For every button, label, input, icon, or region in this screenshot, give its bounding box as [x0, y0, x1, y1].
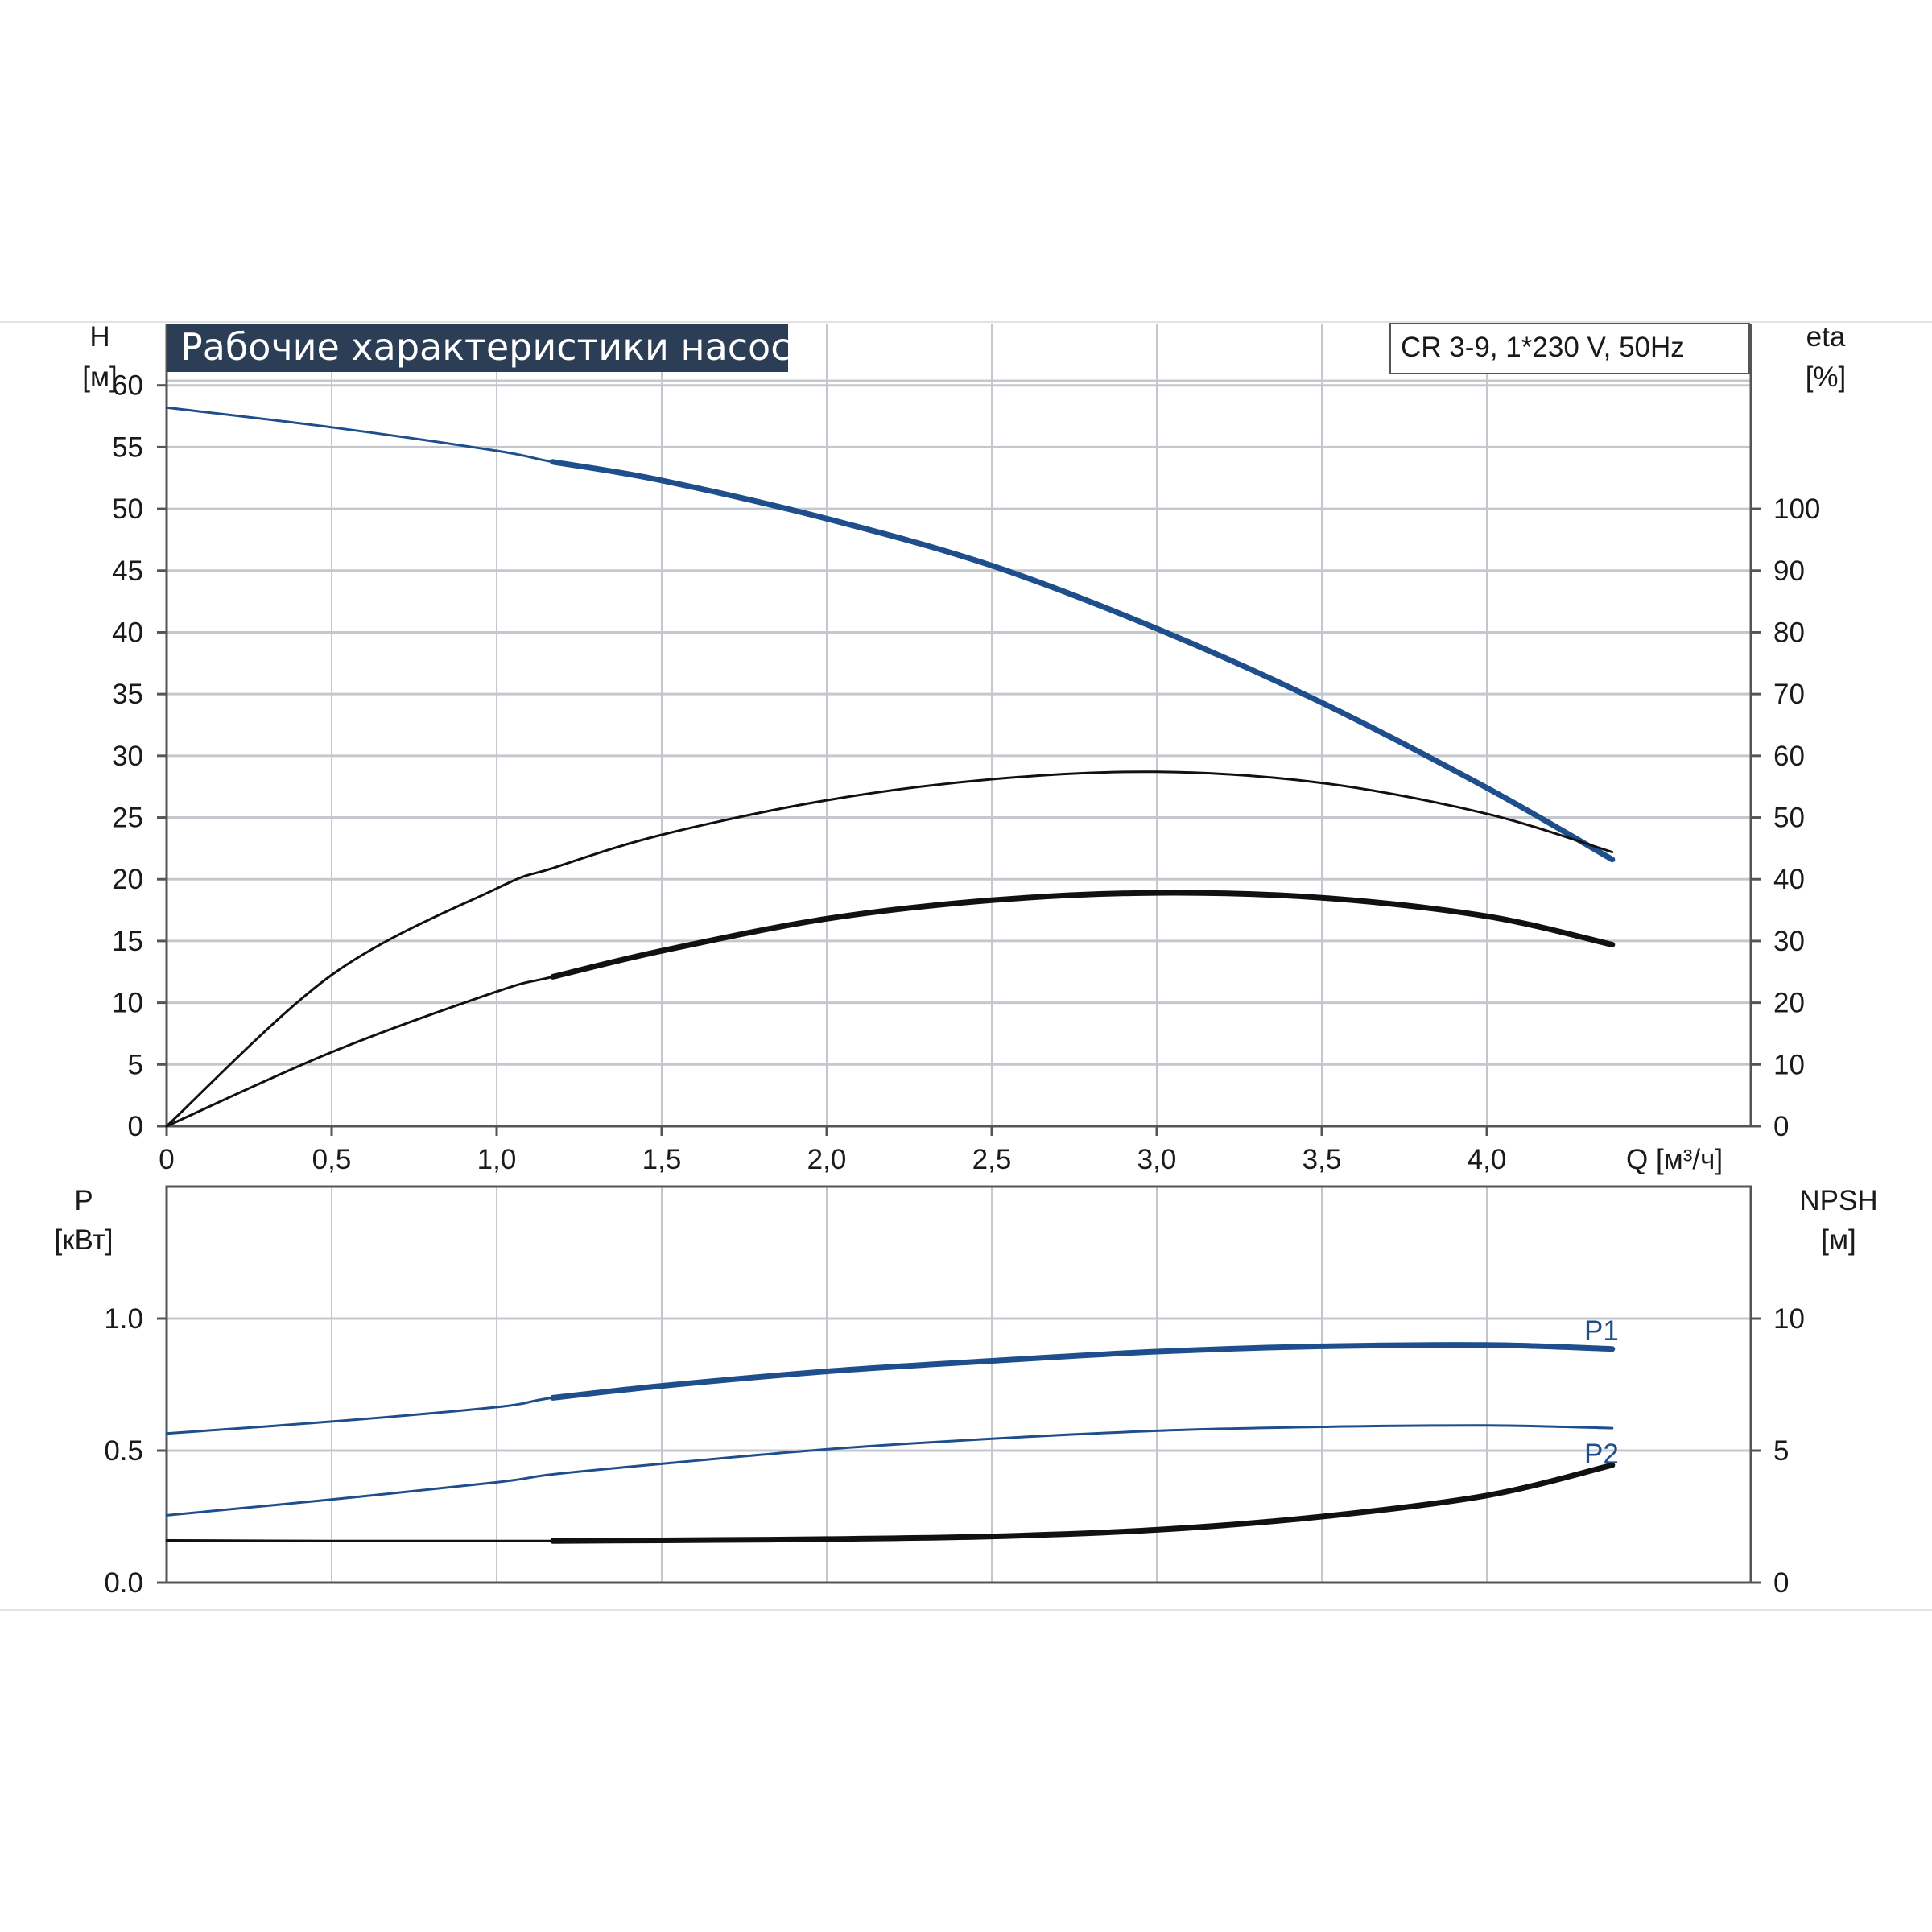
x-tick-label: 0,5 — [312, 1144, 352, 1175]
top-left-tick-label: 45 — [112, 555, 143, 587]
top-left-tick-label: 20 — [112, 864, 143, 895]
top-left-tick-label: 60 — [112, 370, 143, 402]
top-left-axis-unit: [м] — [82, 361, 118, 393]
top-plot-grid — [157, 324, 1761, 1136]
bottom-right-axis-label: NPSH — [1799, 1185, 1877, 1216]
top-series-0-operating-range — [550, 459, 1616, 863]
bottom-plot-border — [165, 1185, 1752, 1584]
p1-curve-label: P1 — [1584, 1315, 1619, 1347]
x-tick-label: 2,5 — [972, 1144, 1012, 1175]
bottom-series-1-line — [165, 1424, 1614, 1517]
bottom-left-axis-label: P — [74, 1185, 93, 1216]
chart-title-background — [167, 324, 788, 372]
chart-series — [165, 406, 1616, 1544]
top-left-tick-label: 15 — [112, 926, 143, 957]
top-right-tick-label: 50 — [1773, 803, 1805, 834]
top-right-axis-unit: [%] — [1806, 361, 1847, 393]
top-right-tick-label: 20 — [1773, 988, 1805, 1019]
top-left-tick-label: 55 — [112, 431, 143, 463]
bottom-series-0-line — [165, 1344, 1614, 1435]
top-series-2-operating-range — [550, 890, 1616, 980]
model-label: CR 3-9, 1*230 V, 50Hz — [1401, 332, 1685, 363]
bottom-right-tick-label: 0 — [1773, 1567, 1789, 1599]
top-left-tick-label: 0 — [128, 1111, 143, 1142]
tick-labels: 0510152025303540455055600102030405060708… — [104, 370, 1820, 1599]
bottom-right-axis-unit: [м] — [1821, 1224, 1856, 1256]
bottom-series-2-line — [165, 1463, 1614, 1542]
top-right-tick-label: 10 — [1773, 1049, 1805, 1080]
x-tick-label: 1,0 — [477, 1144, 517, 1175]
top-right-tick-label: 80 — [1773, 617, 1805, 648]
bottom-left-tick-label: 1.0 — [104, 1303, 143, 1335]
x-tick-label: 3,0 — [1137, 1144, 1177, 1175]
bottom-series-2-operating-range — [550, 1462, 1616, 1544]
bottom-right-tick-label: 5 — [1773, 1435, 1789, 1467]
top-right-tick-label: 60 — [1773, 741, 1805, 772]
p2-curve-label: P2 — [1584, 1439, 1619, 1470]
top-left-tick-label: 40 — [112, 617, 143, 648]
top-series-1-line — [165, 770, 1614, 1128]
top-left-axis-label: H — [89, 321, 109, 353]
bottom-left-axis-unit: [кВт] — [55, 1224, 114, 1256]
x-tick-label: 4,0 — [1468, 1144, 1507, 1175]
top-left-tick-label: 35 — [112, 679, 143, 710]
top-right-tick-label: 30 — [1773, 926, 1805, 957]
top-right-tick-label: 70 — [1773, 679, 1805, 710]
bottom-series-0-operating-range — [550, 1342, 1616, 1401]
x-tick-label: 1,5 — [642, 1144, 682, 1175]
x-axis-label: Q [м³/ч] — [1626, 1144, 1723, 1175]
top-right-tick-label: 0 — [1773, 1111, 1789, 1142]
top-left-tick-label: 25 — [112, 803, 143, 834]
top-left-tick-label: 5 — [128, 1049, 143, 1080]
top-right-axis-label: eta — [1806, 321, 1846, 353]
bottom-left-tick-label: 0.5 — [104, 1435, 143, 1467]
x-tick-label: 3,5 — [1302, 1144, 1342, 1175]
top-right-tick-label: 100 — [1773, 493, 1820, 525]
bottom-plot-grid — [157, 1185, 1761, 1584]
bottom-right-tick-label: 10 — [1773, 1303, 1805, 1335]
x-tick-label: 0 — [159, 1144, 174, 1175]
x-tick-label: 2,0 — [807, 1144, 847, 1175]
top-left-tick-label: 50 — [112, 493, 143, 525]
chart-title: Рабочие характеристики насоса — [180, 325, 814, 369]
top-right-tick-label: 40 — [1773, 864, 1805, 895]
top-left-tick-label: 30 — [112, 741, 143, 772]
top-left-tick-label: 10 — [112, 988, 143, 1019]
top-right-tick-label: 90 — [1773, 555, 1805, 587]
bottom-left-tick-label: 0.0 — [104, 1567, 143, 1599]
model-label-box — [1389, 323, 1750, 374]
top-series-2-line — [165, 891, 1614, 1128]
chart-frame — [0, 321, 1932, 1611]
